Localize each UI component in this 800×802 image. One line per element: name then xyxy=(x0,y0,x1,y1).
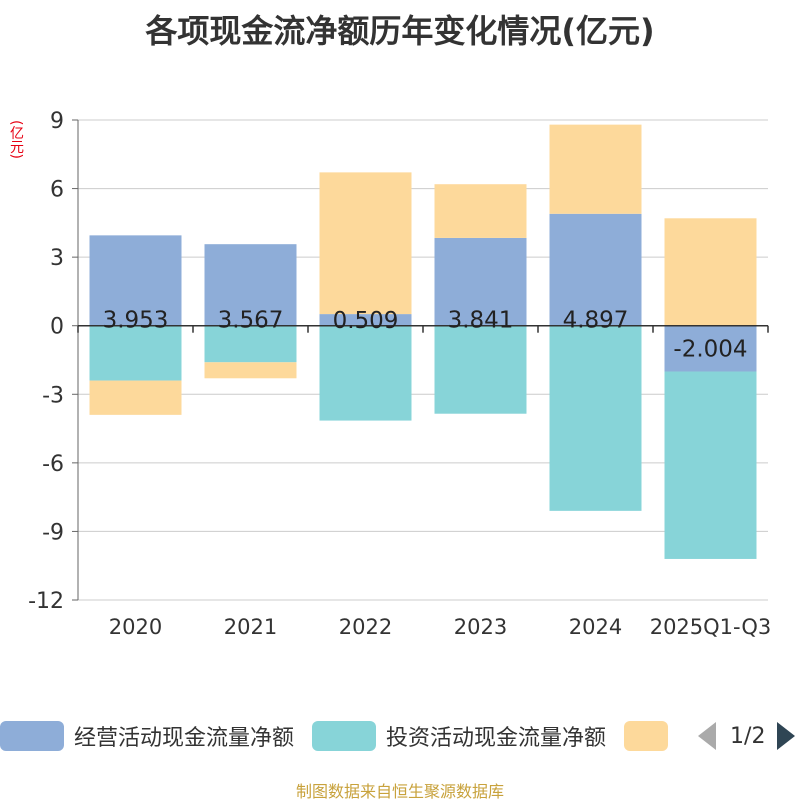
y-tick-label-2: 3 xyxy=(50,246,64,271)
legend-label-operating: 经营活动现金流量净额 xyxy=(74,726,295,751)
bar-s3-2020 xyxy=(89,380,182,415)
data-label-2024: 4.897 xyxy=(563,308,629,334)
y-tick-label-5: -6 xyxy=(42,452,64,477)
legend-prev-page-icon[interactable] xyxy=(698,722,717,750)
data-label-2022: 0.509 xyxy=(333,308,399,334)
legend: 经营活动现金流量净额 投资活动现金流量净额 1/2 xyxy=(0,716,800,756)
bar-s2-2025Q1-Q3 xyxy=(664,371,757,559)
bar-chart: 9 6 3 0 -3 -6 -9 -12 2020 2021 2022 2023 2024 2025Q1-… xyxy=(28,109,772,639)
legend-swatch-operating xyxy=(0,721,64,751)
bar-s2-2021 xyxy=(204,325,297,363)
bar-s2-2023 xyxy=(434,325,527,414)
x-tick-label-2025Q1-Q3: 2025Q1-Q3 xyxy=(650,615,772,639)
chart-title: 各项现金流净额历年变化情况(亿元) xyxy=(145,12,655,50)
x-tick-label-2022: 2022 xyxy=(339,615,392,639)
bar-s1-2022 xyxy=(319,314,412,326)
legend-item-operating[interactable]: 经营活动现金流量净额 xyxy=(0,720,294,752)
x-tick-label-2023: 2023 xyxy=(454,615,507,639)
x-tick-label-2024: 2024 xyxy=(569,615,622,639)
legend-label-investing: 投资活动现金流量净额 xyxy=(386,726,607,751)
y-tick-label-0: 9 xyxy=(50,109,64,134)
bar-s1-2024 xyxy=(549,213,642,326)
legend-item-financing[interactable] xyxy=(624,721,678,751)
x-tick-label-2020: 2020 xyxy=(109,615,162,639)
legend-pager: 1/2 xyxy=(698,722,796,750)
bar-s1-2023 xyxy=(434,237,527,326)
y-axis-unit-label: (亿元) xyxy=(8,120,24,159)
y-tick-label-1: 6 xyxy=(50,178,64,203)
legend-swatch-investing xyxy=(312,721,377,751)
y-tick-label-3: 0 xyxy=(50,315,64,340)
data-label-2020: 3.953 xyxy=(103,308,169,334)
bar-s2-2024 xyxy=(549,325,642,511)
legend-next-page-icon[interactable] xyxy=(777,722,796,750)
bar-s2-2020 xyxy=(89,325,182,381)
legend-page-indicator: 1/2 xyxy=(730,723,766,749)
bar-s1-2020 xyxy=(89,235,182,326)
x-tick-label-2021: 2021 xyxy=(224,615,277,639)
data-source-note: 制图数据来自恒生聚源数据库 xyxy=(295,782,504,801)
bar-s3-2025Q1-Q3 xyxy=(664,218,757,326)
legend-item-investing[interactable]: 投资活动现金流量净额 xyxy=(312,720,606,752)
data-label-2021: 3.567 xyxy=(218,308,284,334)
bar-s2-2022 xyxy=(319,325,412,421)
bar-s1-2025Q1-Q3 xyxy=(664,325,757,372)
y-tick-label-7: -12 xyxy=(28,589,64,614)
bar-s3-2022 xyxy=(319,172,412,315)
legend-swatch-financing xyxy=(624,721,669,751)
bar-s3-2023 xyxy=(434,184,527,238)
y-tick-label-6: -9 xyxy=(42,520,64,545)
data-label-2023: 3.841 xyxy=(448,308,514,334)
data-label-2025Q1-Q3: -2.004 xyxy=(673,337,747,363)
bar-s3-2021 xyxy=(204,362,297,379)
bar-s1-2021 xyxy=(204,244,297,326)
bar-s3-2024 xyxy=(549,124,642,214)
y-tick-label-4: -3 xyxy=(42,383,64,408)
